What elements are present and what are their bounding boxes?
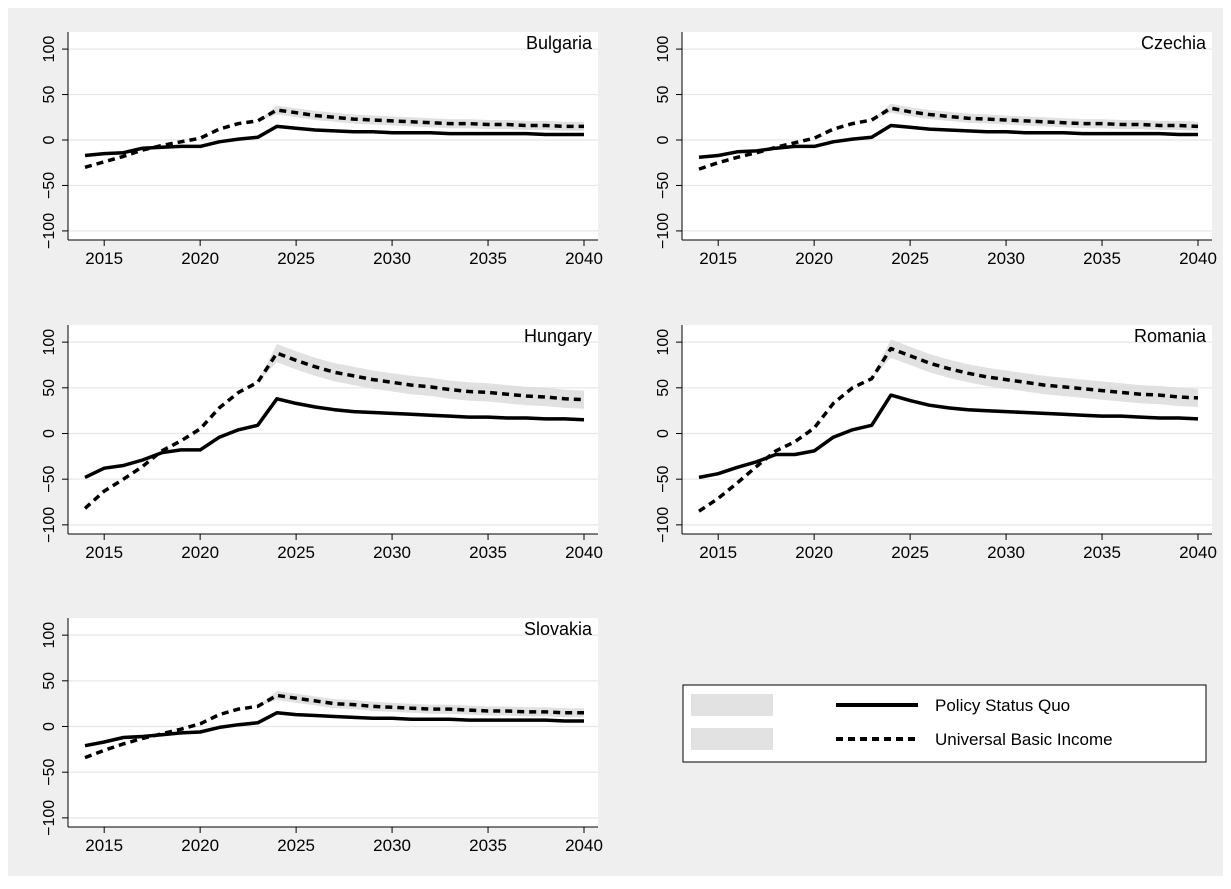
x-tick-label: 2020 (181, 543, 219, 562)
x-tick-label: 2040 (1179, 249, 1217, 268)
panels: −100 −50 0 50 100 2015 2020 2025 2030 2035 2040 Bul… (41, 32, 1217, 855)
confidence-band-ubi (699, 103, 1198, 170)
x-tick-label: 2040 (565, 543, 603, 562)
plot-area (68, 325, 598, 534)
y-tick-label: 0 (41, 135, 58, 144)
y-tick-label: −100 (41, 213, 58, 249)
legend-band-swatch-2 (691, 728, 773, 750)
panel-title: Hungary (524, 326, 592, 346)
x-tick-label: 2020 (795, 249, 833, 268)
x-tick-label: 2015 (85, 249, 123, 268)
y-tick-label: −50 (655, 172, 672, 199)
legend-band-swatch-1 (691, 694, 773, 716)
x-tick-label: 2025 (891, 249, 929, 268)
y-tick-label: 50 (41, 379, 58, 397)
y-tick-label: 100 (41, 329, 58, 356)
panel-czechia: −100 −50 0 50 100 2015 2020 2025 2030 2035 2040 Cze… (655, 32, 1217, 268)
x-tick-label: 2035 (1083, 249, 1121, 268)
x-tick-label: 2040 (565, 249, 603, 268)
x-tick-label: 2025 (277, 543, 315, 562)
panel-slovakia: −100 −50 0 50 100 2015 2020 2025 2030 2035 2040 Slo… (41, 618, 603, 855)
legend-label-policy-status-quo: Policy Status Quo (935, 696, 1070, 715)
x-tick-label: 2020 (181, 836, 219, 855)
x-tick-label: 2035 (469, 543, 507, 562)
y-tick-label: 100 (655, 329, 672, 356)
panel-title: Romania (1134, 326, 1207, 346)
y-tick-label: −50 (41, 172, 58, 199)
plot-area (68, 618, 598, 827)
panel-romania: −100 −50 0 50 100 2015 2020 2025 2030 2035 2040 Rom… (655, 325, 1217, 562)
confidence-band-ubi (85, 344, 584, 509)
y-tick-label: 50 (41, 672, 58, 690)
x-tick-label: 2020 (795, 543, 833, 562)
y-tick-label: −50 (41, 759, 58, 786)
x-tick-label: 2030 (373, 836, 411, 855)
series-line-universal-basic-income (84, 693, 584, 760)
y-tick-label: 50 (655, 86, 672, 104)
plot-area (68, 32, 598, 240)
confidence-band-ubi (85, 690, 584, 758)
x-tick-label: 2015 (699, 543, 737, 562)
panel-title: Czechia (1141, 33, 1207, 53)
y-tick-label: 100 (41, 622, 58, 649)
y-tick-label: −100 (41, 507, 58, 543)
y-tick-label: −50 (41, 466, 58, 493)
confidence-band-ubi (699, 339, 1198, 512)
series-line-universal-basic-income (698, 346, 1199, 513)
x-tick-label: 2025 (277, 836, 315, 855)
series-line-policy-status-quo (84, 397, 585, 479)
series-line-policy-status-quo (698, 393, 1199, 480)
x-tick-label: 2040 (1179, 543, 1217, 562)
plot-area (682, 32, 1212, 240)
y-tick-label: −100 (655, 213, 672, 249)
y-tick-label: −50 (655, 466, 672, 493)
y-tick-label: 50 (655, 379, 672, 397)
x-tick-label: 2015 (85, 836, 123, 855)
x-tick-label: 2035 (1083, 543, 1121, 562)
series-line-policy-status-quo (698, 123, 1198, 160)
x-tick-label: 2015 (699, 249, 737, 268)
series-line-policy-status-quo (84, 711, 584, 748)
panel-title: Slovakia (524, 619, 593, 639)
panel-hungary: −100 −50 0 50 100 2015 2020 2025 2030 2035 2040 Hun… (41, 325, 603, 562)
series-line-policy-status-quo (84, 124, 584, 158)
y-tick-label: 50 (41, 86, 58, 104)
plot-area (682, 325, 1212, 534)
x-tick-label: 2030 (373, 543, 411, 562)
x-tick-label: 2030 (987, 543, 1025, 562)
x-tick-label: 2035 (469, 249, 507, 268)
x-tick-label: 2015 (85, 543, 123, 562)
x-tick-label: 2030 (987, 249, 1025, 268)
confidence-band-ubi (85, 105, 584, 168)
y-tick-label: −100 (655, 507, 672, 543)
y-tick-label: 0 (41, 722, 58, 731)
legend-label-universal-basic-income: Universal Basic Income (935, 730, 1113, 749)
x-tick-label: 2025 (891, 543, 929, 562)
y-tick-label: −100 (41, 800, 58, 836)
y-tick-label: 0 (655, 429, 672, 438)
series-line-universal-basic-income (698, 106, 1199, 171)
panel-bulgaria: −100 −50 0 50 100 2015 2020 2025 2030 2035 2040 Bul… (41, 32, 603, 268)
x-tick-label: 2025 (277, 249, 315, 268)
x-tick-label: 2030 (373, 249, 411, 268)
x-tick-label: 2035 (469, 836, 507, 855)
legend: Policy Status Quo Universal Basic Income (682, 684, 1207, 763)
y-tick-label: 100 (41, 36, 58, 63)
series-line-universal-basic-income (84, 108, 584, 169)
panel-title: Bulgaria (526, 33, 593, 53)
y-tick-label: 0 (41, 429, 58, 438)
x-tick-label: 2020 (181, 249, 219, 268)
x-tick-label: 2040 (565, 836, 603, 855)
y-tick-label: 100 (655, 36, 672, 63)
y-tick-label: 0 (655, 135, 672, 144)
